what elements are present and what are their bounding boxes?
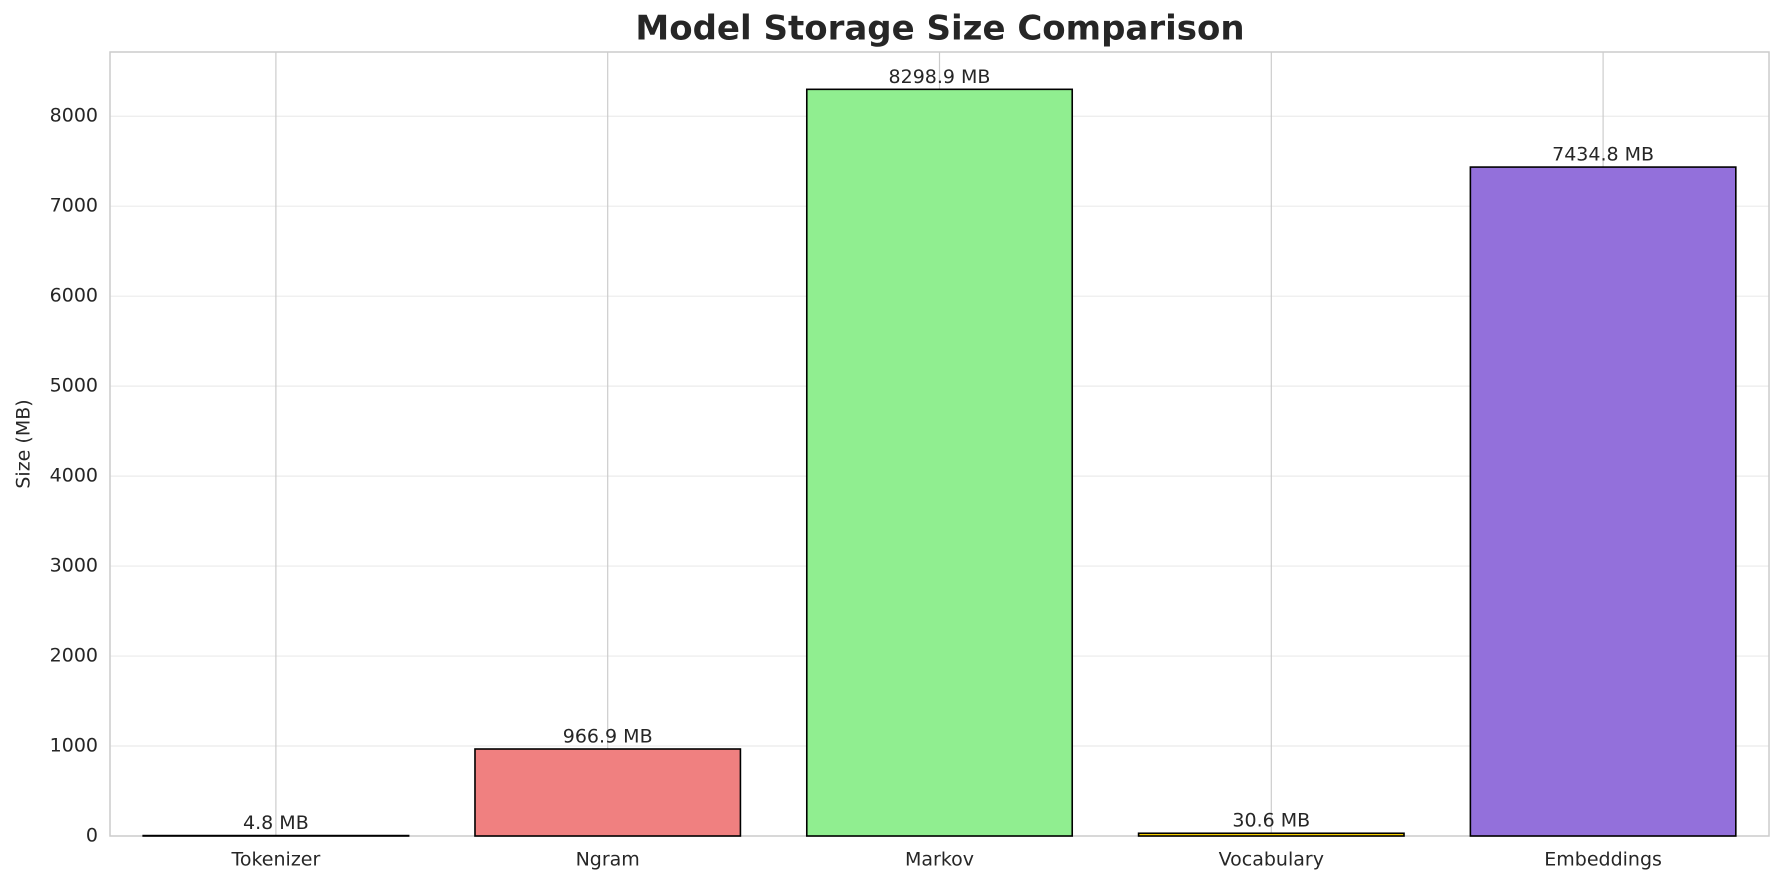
value-label: 7434.8 MB [1552,144,1654,166]
y-tick-label: 1000 [50,735,98,757]
bar [1469,166,1737,837]
y-tick-label: 7000 [50,195,98,217]
bar [805,88,1074,837]
chart-title: Model Storage Size Comparison [635,9,1244,49]
y-tick-label: 2000 [50,645,98,667]
value-label: 30.6 MB [1232,810,1310,832]
x-tick-label: Vocabulary [1219,849,1324,871]
value-label: 4.8 MB [243,812,309,834]
y-tick-label: 5000 [50,375,98,397]
y-tick-label: 6000 [50,285,98,307]
y-tick-label: 0 [86,825,98,847]
x-tick-label: Ngram [576,849,640,871]
value-label: 966.9 MB [563,726,653,748]
bar [1137,832,1405,837]
x-tick-label: Markov [905,849,974,871]
value-label: 8298.9 MB [889,66,991,88]
x-tick-label: Tokenizer [230,849,320,871]
y-axis-label: Size (MB) [13,399,35,488]
y-tick-label: 8000 [50,105,98,127]
y-tick-label: 4000 [50,465,98,487]
bar [474,748,742,837]
x-tick-label: Embeddings [1544,849,1662,871]
y-tick-label: 3000 [50,555,98,577]
